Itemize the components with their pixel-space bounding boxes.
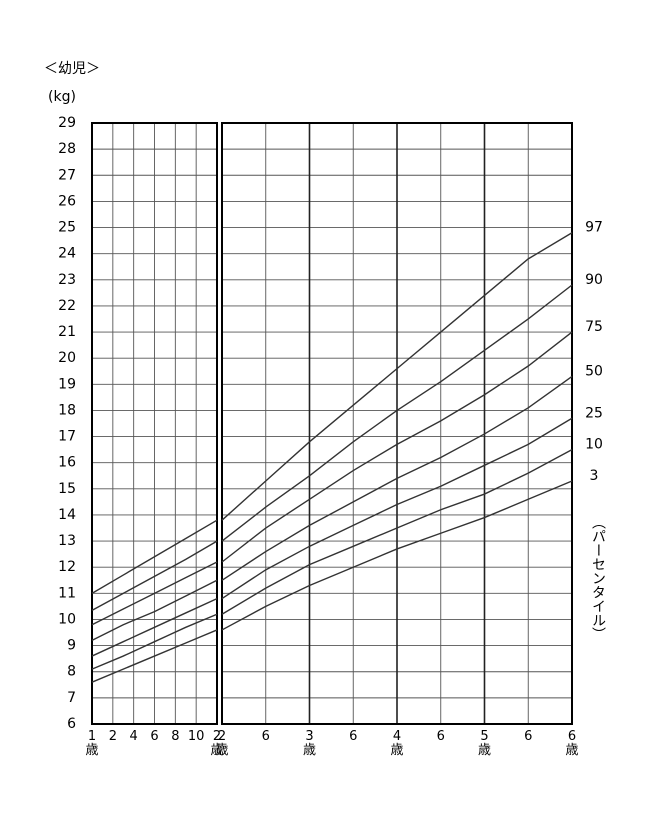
percentile-line bbox=[91, 597, 218, 657]
y-tick-label: 20 bbox=[58, 350, 76, 366]
percentile-line bbox=[221, 449, 573, 615]
legend-title: （パーセンタイル） bbox=[590, 515, 606, 641]
x-tick-label: 6 bbox=[524, 729, 533, 744]
legend-label: 10 bbox=[585, 437, 603, 453]
x-tick-label: 6 歳 bbox=[565, 729, 579, 758]
panel-frame bbox=[91, 122, 218, 725]
panel-frame bbox=[221, 122, 573, 725]
percentile-line bbox=[91, 561, 218, 626]
x-tick-label: 2 歳 bbox=[210, 729, 224, 758]
y-tick-label: 19 bbox=[58, 376, 76, 392]
y-tick-label: 14 bbox=[58, 507, 76, 523]
x-tick-label: 10 bbox=[187, 729, 205, 744]
y-tick-label: 23 bbox=[58, 272, 76, 288]
y-tick-label: 21 bbox=[58, 324, 76, 340]
legend-label: 25 bbox=[585, 405, 603, 421]
x-tick-label: 2 bbox=[108, 729, 117, 744]
y-axis-label: (kg) bbox=[48, 89, 76, 105]
y-tick-label: 25 bbox=[58, 220, 76, 236]
percentile-line bbox=[91, 519, 218, 594]
y-tick-label: 8 bbox=[67, 664, 76, 680]
legend-label: 50 bbox=[585, 363, 603, 379]
y-tick-label: 6 bbox=[67, 716, 76, 732]
percentile-line bbox=[221, 480, 573, 631]
percentile-line bbox=[91, 613, 218, 670]
y-tick-label: 10 bbox=[58, 611, 76, 627]
y-tick-label: 12 bbox=[58, 559, 76, 575]
y-tick-label: 16 bbox=[58, 455, 76, 471]
x-tick-label: 1 歳 bbox=[85, 729, 99, 758]
x-tick-label: 6 bbox=[349, 729, 358, 744]
x-tick-label: 6 bbox=[261, 729, 270, 744]
x-tick-label: 6 bbox=[436, 729, 445, 744]
y-tick-label: 13 bbox=[58, 533, 76, 549]
x-tick-label: 4 bbox=[129, 729, 138, 744]
legend-label: 90 bbox=[585, 272, 603, 288]
y-tick-label: 9 bbox=[67, 638, 76, 654]
percentile-line bbox=[221, 284, 573, 542]
percentile-line bbox=[221, 417, 573, 600]
percentile-line bbox=[91, 579, 218, 642]
percentile-line bbox=[221, 331, 573, 563]
legend-label: 75 bbox=[585, 319, 603, 335]
y-tick-label: 11 bbox=[58, 585, 76, 601]
y-tick-label: 22 bbox=[58, 298, 76, 314]
percentile-line bbox=[221, 232, 573, 521]
x-tick-label: 6 bbox=[150, 729, 159, 744]
y-tick-label: 18 bbox=[58, 402, 76, 418]
y-tick-label: 29 bbox=[58, 115, 76, 131]
x-tick-label: 2 歳 bbox=[215, 729, 229, 758]
percentile-line bbox=[91, 629, 218, 683]
legend-label: 3 bbox=[590, 468, 599, 484]
percentile-line bbox=[221, 375, 573, 581]
percentile-line bbox=[91, 540, 218, 611]
y-tick-label: 24 bbox=[58, 246, 76, 262]
y-tick-label: 17 bbox=[58, 429, 76, 445]
x-tick-label: 8 bbox=[171, 729, 180, 744]
y-tick-label: 7 bbox=[67, 690, 76, 706]
y-tick-label: 15 bbox=[58, 481, 76, 497]
y-tick-label: 28 bbox=[58, 141, 76, 157]
legend-label: 97 bbox=[585, 220, 603, 236]
y-tick-label: 26 bbox=[58, 193, 76, 209]
y-tick-label: 27 bbox=[58, 167, 76, 183]
x-tick-label: 3 歳 bbox=[302, 729, 316, 758]
x-tick-label: 4 歳 bbox=[390, 729, 404, 758]
x-tick-label: 5 歳 bbox=[477, 729, 491, 758]
chart-title: ＜幼児＞ bbox=[44, 61, 100, 77]
